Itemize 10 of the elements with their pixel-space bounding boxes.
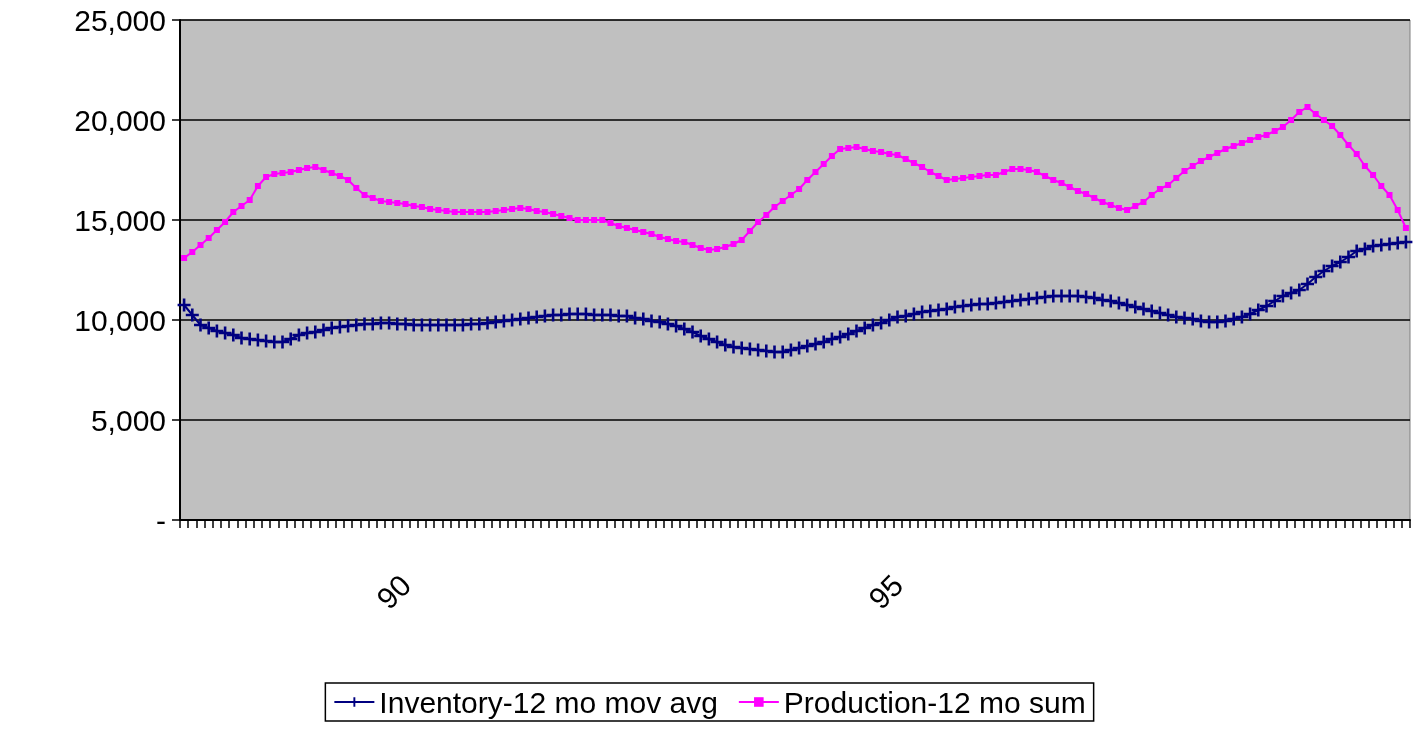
y-tick-label: 15,000	[74, 203, 166, 237]
y-tick-label: 25,000	[74, 3, 166, 37]
legend-label: Production-12 mo sum	[783, 685, 1086, 719]
x-tick-label: 95	[862, 568, 910, 616]
y-tick-label: -	[156, 503, 166, 537]
y-tick-label: 5,000	[90, 403, 166, 437]
x-tick-label: 90	[370, 568, 418, 616]
y-tick-label: 20,000	[74, 103, 166, 137]
y-tick-label: 10,000	[74, 303, 166, 337]
legend-label: Inventory-12 mo mov avg	[379, 685, 718, 719]
